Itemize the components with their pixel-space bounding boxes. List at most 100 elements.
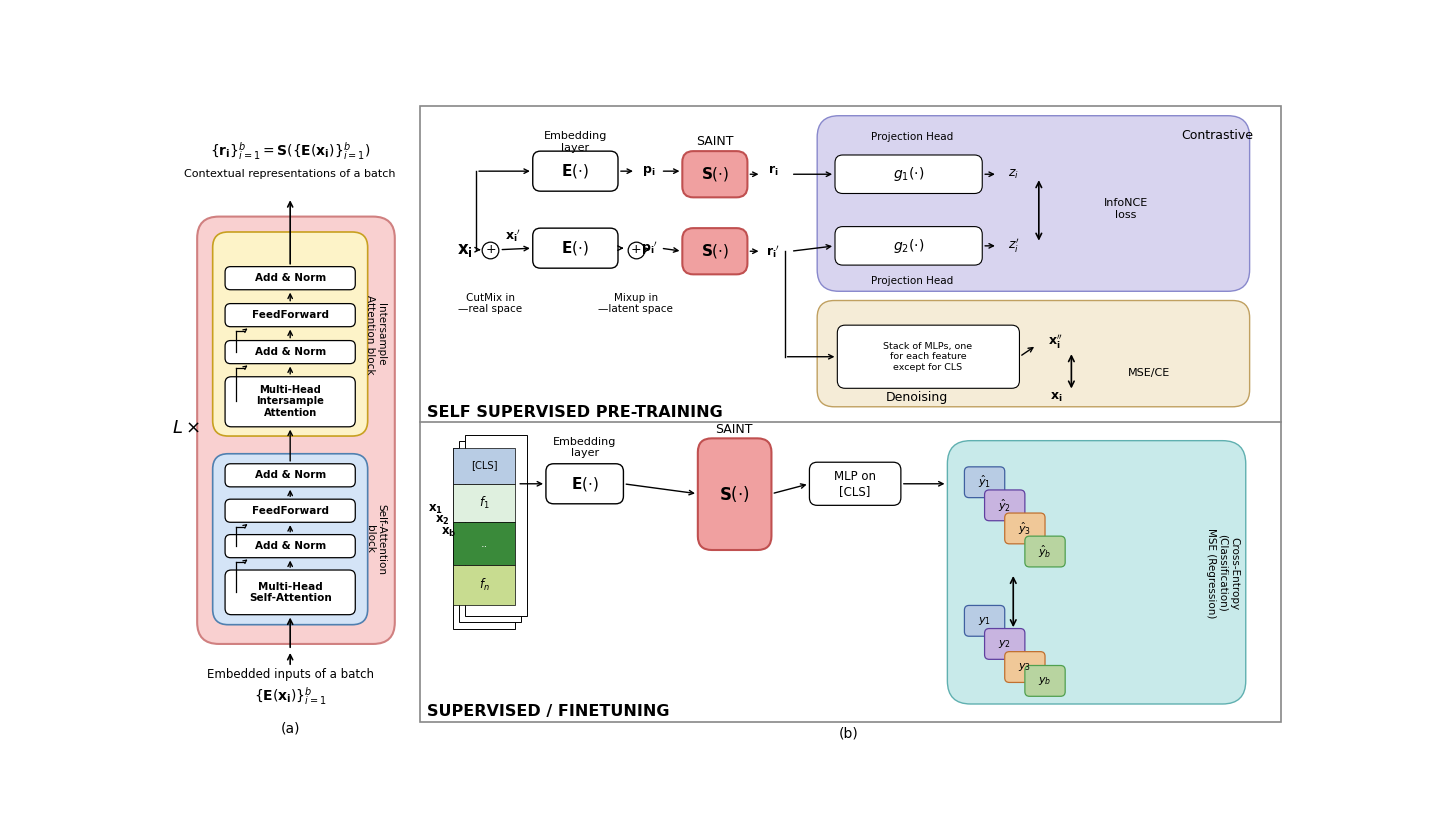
FancyBboxPatch shape xyxy=(810,462,901,505)
Text: $f_n$: $f_n$ xyxy=(478,578,490,594)
Text: $z_i'$: $z_i'$ xyxy=(1007,237,1019,255)
Text: $g_1(\cdot)$: $g_1(\cdot)$ xyxy=(893,166,924,183)
Bar xyxy=(452,565,514,605)
Text: $\mathbf{S}(\cdot)$: $\mathbf{S}(\cdot)$ xyxy=(700,166,729,183)
Text: $y_2$: $y_2$ xyxy=(999,638,1012,650)
Text: Denoising: Denoising xyxy=(885,391,948,404)
Text: $\mathbf{E}(\cdot)$: $\mathbf{E}(\cdot)$ xyxy=(562,239,589,257)
Text: Multi-Head
Self-Attention: Multi-Head Self-Attention xyxy=(249,582,331,603)
Text: $+$: $+$ xyxy=(630,243,641,256)
Text: $\mathbf{x_i}$: $\mathbf{x_i}$ xyxy=(1049,391,1062,404)
Text: Contrastive: Contrastive xyxy=(1182,130,1254,142)
FancyBboxPatch shape xyxy=(1004,651,1045,682)
Text: $\{\mathbf{E}(\mathbf{x_i})\}_{i=1}^b$: $\{\mathbf{E}(\mathbf{x_i})\}_{i=1}^b$ xyxy=(254,686,327,707)
Text: CutMix in
—real space: CutMix in —real space xyxy=(458,293,522,314)
Bar xyxy=(421,106,1281,722)
FancyBboxPatch shape xyxy=(947,441,1246,704)
Text: FeedForward: FeedForward xyxy=(252,310,329,320)
Text: $\mathbf{x_i}$: $\mathbf{x_i}$ xyxy=(457,241,473,258)
FancyBboxPatch shape xyxy=(213,454,367,624)
Text: $+$: $+$ xyxy=(484,243,496,256)
Text: $\hat{y}_b$: $\hat{y}_b$ xyxy=(1039,543,1052,560)
Text: $\mathbf{x_2}$: $\mathbf{x_2}$ xyxy=(435,514,450,528)
FancyBboxPatch shape xyxy=(225,464,356,487)
FancyBboxPatch shape xyxy=(683,228,748,274)
Text: $\mathbf{p_i}'$: $\mathbf{p_i}'$ xyxy=(641,239,657,257)
Text: $\mathbf{x_i^{\prime\prime}}$: $\mathbf{x_i^{\prime\prime}}$ xyxy=(1049,333,1063,351)
Text: $\hat{y}_3$: $\hat{y}_3$ xyxy=(1019,520,1032,537)
Bar xyxy=(465,436,527,616)
Text: $L\times$: $L\times$ xyxy=(173,420,200,437)
Text: $\mathbf{r_i}$: $\mathbf{r_i}$ xyxy=(768,164,778,178)
Text: SELF SUPERVISED PRE-TRAINING: SELF SUPERVISED PRE-TRAINING xyxy=(427,405,722,421)
Text: $f_1$: $f_1$ xyxy=(478,495,490,511)
Text: Embedding
layer: Embedding layer xyxy=(553,436,617,458)
Text: Add & Norm: Add & Norm xyxy=(255,273,326,283)
Text: $\{\mathbf{r_i}\}_{i=1}^b = \mathbf{S}(\{\mathbf{E}(\mathbf{x_i})\}_{i=1}^b)$: $\{\mathbf{r_i}\}_{i=1}^b = \mathbf{S}(\… xyxy=(210,140,370,162)
Text: Intersample
Attention block: Intersample Attention block xyxy=(365,294,386,375)
FancyBboxPatch shape xyxy=(834,227,983,265)
FancyBboxPatch shape xyxy=(683,151,748,197)
Text: (a): (a) xyxy=(281,721,300,736)
FancyBboxPatch shape xyxy=(837,325,1019,388)
Text: MLP on
[CLS]: MLP on [CLS] xyxy=(834,470,876,497)
Text: $\mathbf{x_b}$: $\mathbf{x_b}$ xyxy=(441,526,455,539)
FancyBboxPatch shape xyxy=(964,605,1004,636)
FancyBboxPatch shape xyxy=(546,464,624,504)
Text: Cross-Entropy
(Classification)
MSE (Regression): Cross-Entropy (Classification) MSE (Regr… xyxy=(1206,528,1239,619)
Text: FeedForward: FeedForward xyxy=(252,506,329,516)
Bar xyxy=(452,447,514,629)
Text: Mixup in
—latent space: Mixup in —latent space xyxy=(598,293,673,314)
Text: $\mathbf{x_i}'$: $\mathbf{x_i}'$ xyxy=(506,227,522,244)
Bar xyxy=(460,441,522,622)
FancyBboxPatch shape xyxy=(225,570,356,614)
Text: Embedded inputs of a batch: Embedded inputs of a batch xyxy=(206,668,373,681)
FancyBboxPatch shape xyxy=(197,217,395,644)
Bar xyxy=(452,484,514,522)
Text: $y_3$: $y_3$ xyxy=(1019,661,1032,673)
FancyBboxPatch shape xyxy=(225,534,356,558)
Bar xyxy=(452,522,514,565)
FancyBboxPatch shape xyxy=(984,490,1025,521)
FancyBboxPatch shape xyxy=(533,151,618,191)
Text: [CLS]: [CLS] xyxy=(471,461,497,471)
Text: ..: .. xyxy=(480,539,487,549)
FancyBboxPatch shape xyxy=(697,438,771,550)
Text: $\mathbf{x_1}$: $\mathbf{x_1}$ xyxy=(428,502,444,516)
Text: $z_i$: $z_i$ xyxy=(1007,168,1019,181)
Text: Multi-Head
Intersample
Attention: Multi-Head Intersample Attention xyxy=(256,385,324,418)
Text: Projection Head: Projection Head xyxy=(872,276,954,286)
FancyBboxPatch shape xyxy=(533,228,618,268)
FancyBboxPatch shape xyxy=(225,267,356,290)
Text: $g_2(\cdot)$: $g_2(\cdot)$ xyxy=(893,237,924,255)
Text: MSE/CE: MSE/CE xyxy=(1128,368,1170,378)
FancyBboxPatch shape xyxy=(834,155,983,193)
FancyBboxPatch shape xyxy=(1025,536,1065,567)
Text: SUPERVISED / FINETUNING: SUPERVISED / FINETUNING xyxy=(427,704,669,719)
Text: Self-Attention
block: Self-Attention block xyxy=(365,504,386,574)
Text: $\hat{y}_2$: $\hat{y}_2$ xyxy=(999,497,1012,513)
Text: Add & Norm: Add & Norm xyxy=(255,347,326,357)
Text: $y_b$: $y_b$ xyxy=(1039,675,1052,687)
Text: $\hat{y}_1$: $\hat{y}_1$ xyxy=(978,474,991,491)
Text: Stack of MLPs, one
for each feature
except for CLS: Stack of MLPs, one for each feature exce… xyxy=(883,342,973,372)
FancyBboxPatch shape xyxy=(817,300,1249,407)
Text: Add & Norm: Add & Norm xyxy=(255,541,326,551)
Text: Contextual representations of a batch: Contextual representations of a batch xyxy=(184,169,396,179)
FancyBboxPatch shape xyxy=(225,377,356,427)
FancyBboxPatch shape xyxy=(817,115,1249,291)
Text: Projection Head: Projection Head xyxy=(872,132,954,142)
Text: Embedding
layer: Embedding layer xyxy=(543,131,607,153)
FancyBboxPatch shape xyxy=(1025,665,1065,696)
Text: $\mathbf{S}(\cdot)$: $\mathbf{S}(\cdot)$ xyxy=(719,484,749,504)
Text: $\mathbf{S}(\cdot)$: $\mathbf{S}(\cdot)$ xyxy=(700,242,729,260)
Text: Add & Norm: Add & Norm xyxy=(255,471,326,481)
FancyBboxPatch shape xyxy=(225,340,356,364)
FancyBboxPatch shape xyxy=(984,629,1025,660)
Text: SAINT: SAINT xyxy=(696,135,733,149)
Text: InfoNCE
loss: InfoNCE loss xyxy=(1104,198,1147,220)
FancyBboxPatch shape xyxy=(213,232,367,436)
FancyBboxPatch shape xyxy=(964,466,1004,497)
FancyBboxPatch shape xyxy=(225,499,356,522)
Text: $\mathbf{r_i}'$: $\mathbf{r_i}'$ xyxy=(767,243,780,259)
